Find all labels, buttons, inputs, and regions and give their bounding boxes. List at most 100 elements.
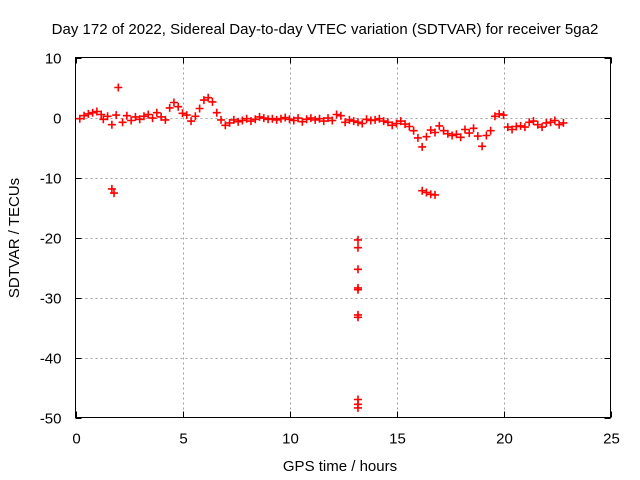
data-point xyxy=(529,117,538,126)
series-outliers xyxy=(107,184,440,412)
data-point xyxy=(341,118,350,127)
data-point xyxy=(319,117,328,126)
data-point xyxy=(443,129,452,138)
x-tick-label: 10 xyxy=(282,431,299,448)
data-point xyxy=(242,114,251,123)
data-point xyxy=(246,117,255,126)
data-point xyxy=(550,116,559,125)
x-tick-label: 25 xyxy=(603,431,620,448)
chart-title: Day 172 of 2022, Sidereal Day-to-day VTE… xyxy=(52,21,599,38)
data-point xyxy=(84,109,93,118)
data-point xyxy=(195,104,204,113)
data-point xyxy=(456,133,465,142)
data-point xyxy=(401,120,410,129)
data-point xyxy=(182,111,191,120)
data-point xyxy=(418,142,427,151)
data-point xyxy=(533,120,542,129)
data-point xyxy=(375,114,384,123)
data-point xyxy=(546,118,555,127)
y-tick-label: 10 xyxy=(45,51,62,68)
x-tick-labels: 0 5 10 15 20 25 xyxy=(72,431,620,448)
data-point xyxy=(559,118,568,127)
data-point xyxy=(422,132,431,141)
data-point xyxy=(88,108,97,117)
data-point xyxy=(388,121,397,130)
data-point xyxy=(495,109,504,118)
data-point xyxy=(187,117,196,126)
data-point xyxy=(259,114,268,123)
data-point xyxy=(508,125,517,134)
data-point xyxy=(503,123,512,132)
data-point xyxy=(435,121,444,130)
data-point xyxy=(371,115,380,124)
data-point xyxy=(99,115,108,124)
y-tick-label: -30 xyxy=(40,291,62,308)
data-point xyxy=(208,97,217,106)
data-point xyxy=(272,115,281,124)
data-point xyxy=(289,116,298,125)
axis-ticks xyxy=(75,57,612,419)
data-point xyxy=(439,126,448,135)
data-point xyxy=(144,110,153,119)
data-point xyxy=(328,116,337,125)
data-point xyxy=(358,119,367,128)
data-point xyxy=(161,115,170,124)
data-point xyxy=(465,129,474,138)
data-point xyxy=(422,188,431,197)
data-point xyxy=(135,115,144,124)
data-point xyxy=(396,117,405,126)
data-point xyxy=(379,117,388,126)
x-tick-label: 5 xyxy=(179,431,187,448)
data-point xyxy=(110,189,119,198)
data-point xyxy=(148,114,157,123)
x-tick-label: 15 xyxy=(389,431,406,448)
data-point xyxy=(418,186,427,195)
data-point xyxy=(409,126,418,135)
data-point xyxy=(469,124,478,133)
data-point xyxy=(311,115,320,124)
data-point xyxy=(302,115,311,124)
data-point xyxy=(204,93,213,102)
y-tick-labels: 10 0 -10 -20 -30 -40 -50 xyxy=(40,51,62,428)
data-point xyxy=(525,118,534,127)
data-point xyxy=(118,118,127,127)
data-point xyxy=(107,184,116,193)
data-point xyxy=(131,112,140,121)
data-point xyxy=(431,190,440,199)
data-point xyxy=(538,123,547,132)
data-point xyxy=(157,112,166,121)
data-point xyxy=(482,131,491,140)
data-point xyxy=(75,114,84,123)
data-point xyxy=(431,128,440,137)
data-point xyxy=(473,132,482,141)
y-tick-label: -20 xyxy=(40,231,62,248)
data-point xyxy=(486,126,495,135)
data-point xyxy=(114,83,123,92)
data-point xyxy=(199,96,208,105)
data-point xyxy=(174,102,183,111)
data-point xyxy=(336,111,345,120)
data-point xyxy=(349,117,358,126)
data-point xyxy=(426,126,435,135)
data-point xyxy=(520,123,529,132)
y-tick-label: -10 xyxy=(40,171,62,188)
data-point xyxy=(383,118,392,127)
data-point xyxy=(353,403,362,412)
data-point xyxy=(353,118,362,127)
data-point xyxy=(324,114,333,123)
y-axis-label: SDTVAR / TECUs xyxy=(6,178,23,298)
data-point xyxy=(306,114,315,123)
data-point xyxy=(229,115,238,124)
plot-frame xyxy=(75,57,611,418)
series-main-band xyxy=(75,83,568,151)
data-point xyxy=(362,115,371,124)
data-point xyxy=(285,115,294,124)
data-point xyxy=(92,107,101,116)
data-point xyxy=(353,235,362,244)
data-point xyxy=(276,114,285,123)
data-point xyxy=(165,103,174,112)
data-point xyxy=(221,121,230,130)
data-point xyxy=(127,116,136,125)
y-tick-label: 0 xyxy=(53,111,61,128)
